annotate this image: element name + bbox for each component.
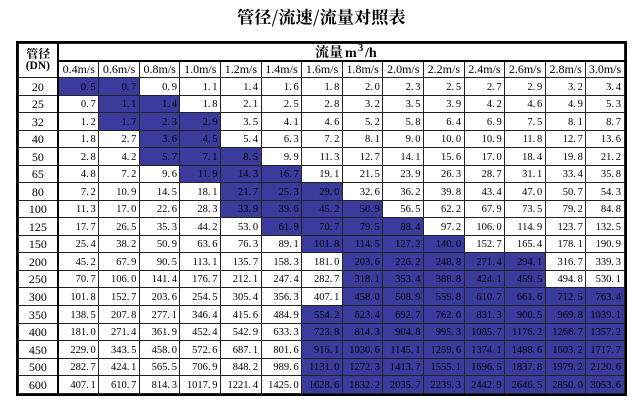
svg-text:3: 3 xyxy=(358,43,363,53)
svg-text:/h: /h xyxy=(364,45,377,60)
svg-text:m: m xyxy=(345,45,357,60)
